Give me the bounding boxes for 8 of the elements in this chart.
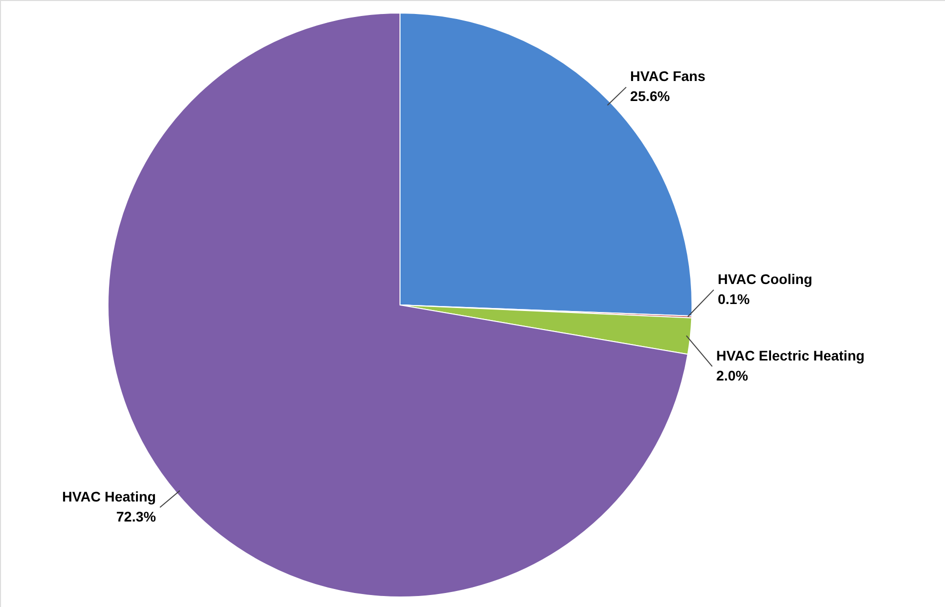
data-label: 72.3%: [116, 508, 156, 524]
data-label: 2.0%: [716, 367, 749, 384]
slice-label: HVAC Heating: [62, 488, 156, 504]
data-label: 25.6%: [630, 88, 670, 104]
slice-label: HVAC Fans: [630, 68, 706, 84]
data-label: 0.1%: [718, 290, 750, 307]
slice-label: HVAC Cooling: [718, 270, 812, 287]
slice-label: HVAC Electric Heating: [716, 347, 865, 364]
